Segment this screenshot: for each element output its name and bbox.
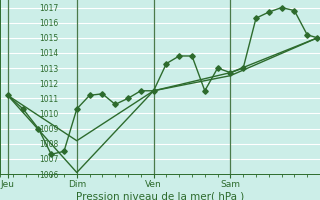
X-axis label: Pression niveau de la mer( hPa ): Pression niveau de la mer( hPa ): [76, 191, 244, 200]
